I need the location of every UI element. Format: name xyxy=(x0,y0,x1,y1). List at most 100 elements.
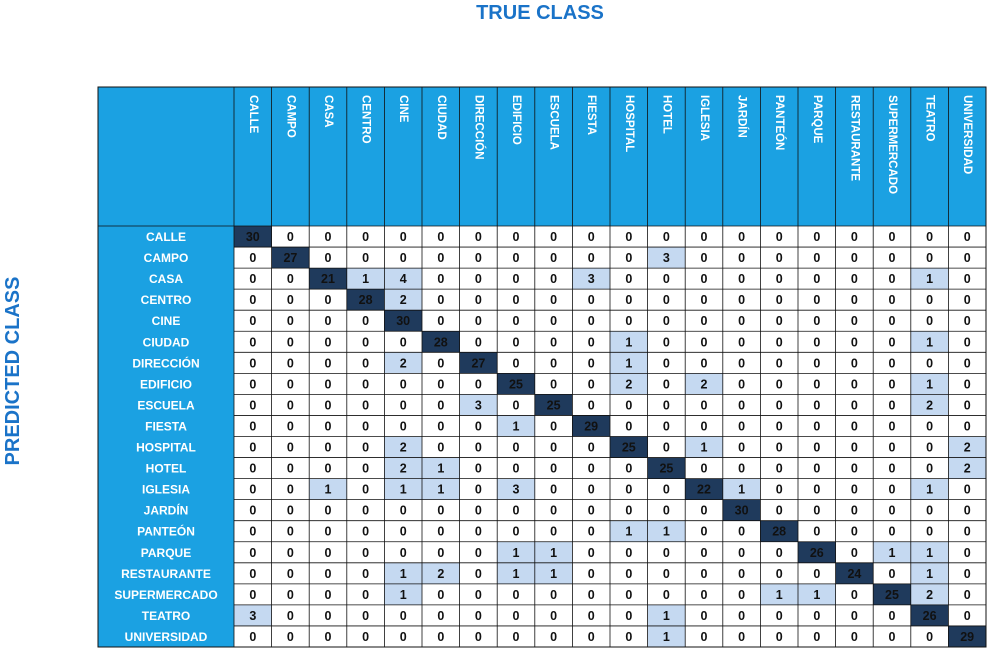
cell-value: 0 xyxy=(851,525,858,539)
matrix-cell xyxy=(271,583,310,605)
cell-value: 0 xyxy=(400,504,407,518)
matrix-cell xyxy=(534,583,573,605)
matrix-cell xyxy=(572,499,610,521)
cell-value: 0 xyxy=(513,230,520,244)
matrix-cell xyxy=(422,457,460,479)
matrix-cell xyxy=(234,520,272,542)
matrix-cell xyxy=(722,415,761,437)
cell-value: 0 xyxy=(513,272,520,286)
matrix-cell xyxy=(384,562,422,584)
cell-value: 26 xyxy=(810,546,824,560)
matrix-cell xyxy=(534,478,573,500)
matrix-cell xyxy=(910,457,949,479)
cell-value: 0 xyxy=(926,419,933,433)
cell-value: 0 xyxy=(776,272,783,286)
matrix-cell xyxy=(948,331,986,353)
column-label: SUPERMERCADO xyxy=(886,95,898,194)
matrix-cell xyxy=(910,562,949,584)
matrix-cell xyxy=(459,499,498,521)
cell-value: 2 xyxy=(400,462,407,476)
cell-value: 0 xyxy=(437,588,444,602)
cell-value: 29 xyxy=(960,630,974,644)
matrix-cell xyxy=(346,394,385,416)
matrix-cell xyxy=(760,436,798,458)
matrix-cell xyxy=(910,373,949,395)
matrix-cell xyxy=(835,247,874,269)
matrix-cell xyxy=(910,352,949,374)
cell-value: 0 xyxy=(663,419,670,433)
matrix-cell xyxy=(234,457,272,479)
matrix-cell xyxy=(271,394,310,416)
cell-value: 0 xyxy=(889,335,896,349)
column-label: CIUDAD xyxy=(435,95,447,140)
cell-value: 0 xyxy=(851,293,858,307)
cell-value: 0 xyxy=(588,525,595,539)
matrix-cell xyxy=(760,331,798,353)
matrix-cell xyxy=(309,352,347,374)
matrix-cell xyxy=(459,583,498,605)
matrix-cell xyxy=(610,436,648,458)
cell-value: 28 xyxy=(359,293,373,307)
cell-value: 0 xyxy=(325,314,332,328)
matrix-cell xyxy=(497,499,535,521)
matrix-cell xyxy=(722,604,761,626)
cell-value: 0 xyxy=(400,609,407,623)
cell-value: 0 xyxy=(513,293,520,307)
matrix-cell xyxy=(271,457,310,479)
cell-value: 0 xyxy=(738,609,745,623)
cell-value: 0 xyxy=(851,314,858,328)
cell-value: 0 xyxy=(776,314,783,328)
matrix-cell xyxy=(685,289,723,311)
cell-value: 0 xyxy=(588,398,595,412)
matrix-cell xyxy=(422,541,460,563)
cell-value: 0 xyxy=(776,630,783,644)
matrix-cell xyxy=(948,310,986,332)
cell-value: 0 xyxy=(249,272,256,286)
matrix-cell xyxy=(572,436,610,458)
matrix-cell xyxy=(948,289,986,311)
matrix-cell xyxy=(234,415,272,437)
cell-value: 0 xyxy=(813,398,820,412)
cell-value: 0 xyxy=(701,293,708,307)
matrix-cell xyxy=(948,478,986,500)
matrix-cell xyxy=(234,289,272,311)
matrix-cell xyxy=(534,373,573,395)
cell-value: 0 xyxy=(625,546,632,560)
cell-value: 0 xyxy=(362,377,369,391)
matrix-cell xyxy=(910,604,949,626)
cell-value: 0 xyxy=(249,630,256,644)
cell-value: 0 xyxy=(851,377,858,391)
matrix-cell xyxy=(234,541,272,563)
matrix-cell xyxy=(422,247,460,269)
cell-value: 0 xyxy=(475,293,482,307)
matrix-cell xyxy=(234,226,272,248)
cell-value: 0 xyxy=(964,230,971,244)
cell-value: 0 xyxy=(738,314,745,328)
cell-value: 0 xyxy=(625,567,632,581)
cell-value: 0 xyxy=(437,419,444,433)
matrix-cell xyxy=(760,310,798,332)
cell-value: 0 xyxy=(851,609,858,623)
cell-value: 0 xyxy=(325,588,332,602)
matrix-cell xyxy=(722,310,761,332)
matrix-cell xyxy=(722,394,761,416)
cell-value: 0 xyxy=(437,441,444,455)
cell-value: 0 xyxy=(588,356,595,370)
matrix-cell xyxy=(271,268,310,290)
cell-value: 0 xyxy=(362,398,369,412)
cell-value: 2 xyxy=(400,441,407,455)
cell-value: 0 xyxy=(738,251,745,265)
matrix-cell xyxy=(835,289,874,311)
cell-value: 3 xyxy=(249,609,256,623)
cell-value: 0 xyxy=(663,272,670,286)
matrix-cell xyxy=(948,394,986,416)
matrix-cell xyxy=(534,289,573,311)
cell-value: 0 xyxy=(889,356,896,370)
matrix-cell xyxy=(722,436,761,458)
matrix-cell xyxy=(722,625,761,647)
cell-value: 29 xyxy=(584,419,598,433)
cell-value: 0 xyxy=(964,251,971,265)
cell-value: 0 xyxy=(249,546,256,560)
cell-value: 0 xyxy=(400,230,407,244)
cell-value: 0 xyxy=(475,230,482,244)
